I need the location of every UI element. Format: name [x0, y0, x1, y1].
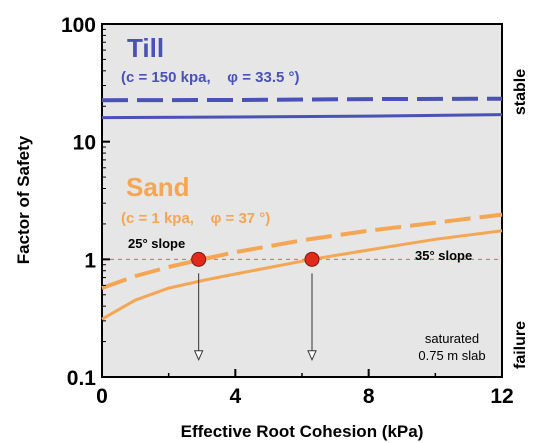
slope-35-label: 35° slope: [415, 248, 472, 263]
x-tick-label-4: 4: [229, 385, 241, 408]
y-tick-label-100: 100: [61, 14, 96, 37]
axis-ticks: 0 4 8 12 0.1 1 10 100: [61, 14, 514, 408]
failure-point-2: [304, 251, 320, 267]
x-tick-label-12: 12: [490, 385, 513, 408]
note-line-2: 0.75 m slab: [418, 348, 485, 363]
arrow-head-1: [193, 350, 204, 362]
failure-point-1: [191, 251, 207, 267]
chart-marks: [101, 96, 503, 362]
plot-area: [101, 23, 503, 378]
x-tick-label-0: 0: [96, 385, 108, 408]
x-tick-label-8: 8: [363, 385, 375, 408]
failure-label: failure: [512, 321, 529, 369]
stable-label: stable: [512, 69, 529, 115]
sand-35-slope-line: [101, 229, 503, 321]
y-tick-label-1: 1: [84, 249, 96, 272]
x-axis-title: Effective Root Cohesion (kPa): [181, 422, 424, 441]
till-title: Till: [127, 33, 164, 63]
sand-25-slope-line: [101, 212, 503, 290]
y-tick-label-10: 10: [73, 132, 96, 155]
sand-title: Sand: [126, 172, 190, 202]
y-tick-label-0.1: 0.1: [67, 367, 97, 390]
till-25-slope-line: [101, 96, 503, 103]
sand-params: (c = 1 kpa, φ = 37 °): [121, 210, 270, 227]
till-params: (c = 150 kpa, φ = 33.5 °): [121, 69, 300, 86]
arrow-head-2: [307, 350, 317, 362]
till-35-slope-line: [101, 113, 503, 120]
y-axis-title: Factor of Safety: [14, 135, 33, 264]
slope-25-label: 25° slope: [128, 236, 185, 251]
note-line-1: saturated: [425, 331, 479, 346]
